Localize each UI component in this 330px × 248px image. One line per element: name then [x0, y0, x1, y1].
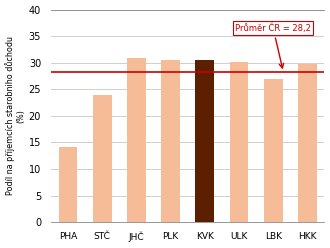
Bar [230, 62, 248, 222]
Text: Průměr ČR = 28,2: Průměr ČR = 28,2 [235, 23, 311, 68]
Bar [264, 79, 282, 222]
Bar [298, 64, 317, 222]
Bar [58, 147, 77, 222]
Bar [93, 95, 112, 222]
Bar [161, 60, 180, 222]
Y-axis label: Podíl na příjemcích starobniho důchodu
(%): Podíl na příjemcích starobniho důchodu (… [6, 36, 26, 195]
Bar [127, 59, 146, 222]
Bar [195, 60, 214, 222]
